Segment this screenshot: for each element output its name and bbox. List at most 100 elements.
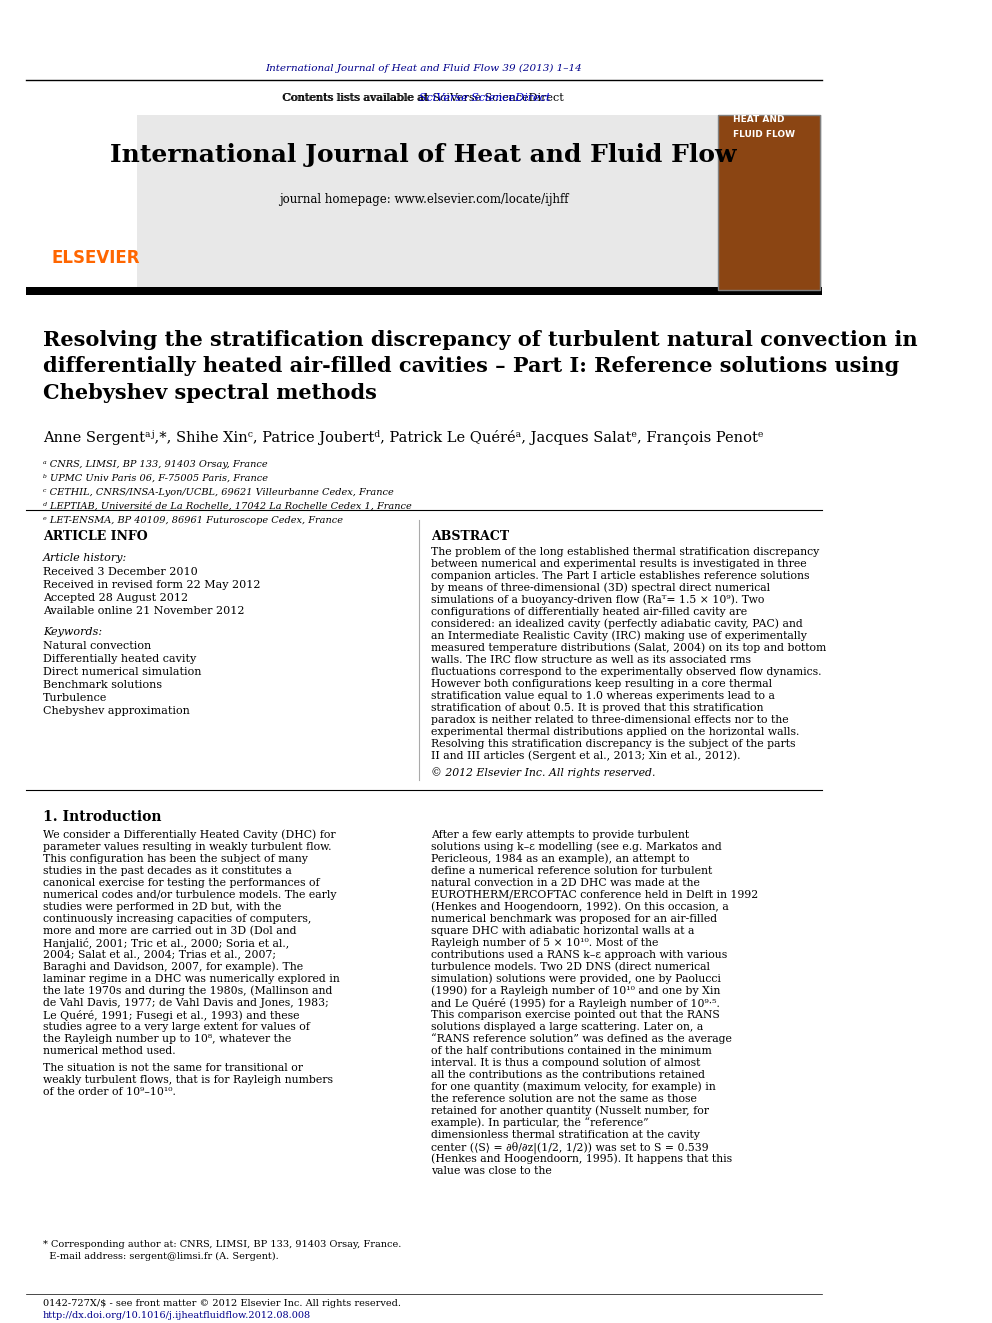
Text: companion articles. The Part I article establishes reference solutions: companion articles. The Part I article e… (432, 570, 809, 581)
Text: studies agree to a very large extent for values of: studies agree to a very large extent for… (43, 1021, 310, 1032)
Text: by means of three-dimensional (3D) spectral direct numerical: by means of three-dimensional (3D) spect… (432, 582, 771, 593)
Text: Available online 21 November 2012: Available online 21 November 2012 (43, 606, 244, 615)
Text: paradox is neither related to three-dimensional effects nor to the: paradox is neither related to three-dime… (432, 714, 789, 725)
Text: EUROTHERM/ERCOFTAC conference held in Delft in 1992: EUROTHERM/ERCOFTAC conference held in De… (432, 889, 759, 900)
Text: the late 1970s and during the 1980s, (Mallinson and: the late 1970s and during the 1980s, (Ma… (43, 986, 332, 996)
Text: Chebyshev approximation: Chebyshev approximation (43, 705, 189, 716)
Text: Baraghi and Davidson, 2007, for example). The: Baraghi and Davidson, 2007, for example)… (43, 962, 303, 972)
Text: stratification of about 0.5. It is proved that this stratification: stratification of about 0.5. It is prove… (432, 703, 764, 713)
Text: all the contributions as the contributions retained: all the contributions as the contributio… (432, 1069, 705, 1080)
Text: Contents lists available at: Contents lists available at (282, 93, 432, 103)
Text: square DHC with adiabatic horizontal walls at a: square DHC with adiabatic horizontal wal… (432, 926, 694, 935)
Text: This comparison exercise pointed out that the RANS: This comparison exercise pointed out tha… (432, 1009, 720, 1020)
Text: solutions displayed a large scattering. Later on, a: solutions displayed a large scattering. … (432, 1021, 703, 1032)
Text: (Henkes and Hoogendoorn, 1992). On this occasion, a: (Henkes and Hoogendoorn, 1992). On this … (432, 902, 729, 912)
Text: measured temperature distributions (Salat, 2004) on its top and bottom: measured temperature distributions (Sala… (432, 643, 826, 654)
FancyBboxPatch shape (26, 115, 137, 290)
Text: for one quantity (maximum velocity, for example) in: for one quantity (maximum velocity, for … (432, 1082, 716, 1091)
Text: canonical exercise for testing the performances of: canonical exercise for testing the perfo… (43, 877, 319, 888)
Text: parameter values resulting in weakly turbulent flow.: parameter values resulting in weakly tur… (43, 841, 331, 852)
Text: Natural convection: Natural convection (43, 640, 151, 651)
Text: simulations of a buoyancy-driven flow (Raᵀ= 1.5 × 10⁹). Two: simulations of a buoyancy-driven flow (R… (432, 595, 765, 606)
Text: Benchmark solutions: Benchmark solutions (43, 680, 162, 689)
Text: Anne Sergentᵃʲ,*, Shihe Xinᶜ, Patrice Joubertᵈ, Patrick Le Quéréᵃ, Jacques Salat: Anne Sergentᵃʲ,*, Shihe Xinᶜ, Patrice Jo… (43, 430, 763, 445)
Text: International Journal of Heat and Fluid Flow: International Journal of Heat and Fluid … (110, 143, 737, 167)
Text: Resolving the stratification discrepancy of turbulent natural convection in
diff: Resolving the stratification discrepancy… (43, 329, 918, 402)
Text: fluctuations correspond to the experimentally observed flow dynamics.: fluctuations correspond to the experimen… (432, 667, 822, 677)
Text: between numerical and experimental results is investigated in three: between numerical and experimental resul… (432, 558, 807, 569)
Text: of the half contributions contained in the minimum: of the half contributions contained in t… (432, 1045, 712, 1056)
Text: 1. Introduction: 1. Introduction (43, 810, 162, 824)
Text: and Le Quéré (1995) for a Rayleigh number of 10⁹·⁵.: and Le Quéré (1995) for a Rayleigh numbe… (432, 998, 720, 1008)
Text: value was close to the: value was close to the (432, 1166, 553, 1176)
Text: Resolving this stratification discrepancy is the subject of the parts: Resolving this stratification discrepanc… (432, 738, 796, 749)
Text: contributions used a RANS k–ε approach with various: contributions used a RANS k–ε approach w… (432, 950, 728, 959)
Text: of the order of 10⁹–10¹⁰.: of the order of 10⁹–10¹⁰. (43, 1086, 176, 1097)
Text: continuously increasing capacities of computers,: continuously increasing capacities of co… (43, 914, 311, 923)
Text: studies in the past decades as it constitutes a: studies in the past decades as it consti… (43, 865, 292, 876)
Text: Accepted 28 August 2012: Accepted 28 August 2012 (43, 593, 187, 603)
Text: stratification value equal to 1.0 whereas experiments lead to a: stratification value equal to 1.0 wherea… (432, 691, 776, 701)
Text: Direct numerical simulation: Direct numerical simulation (43, 667, 201, 677)
Text: ELSEVIER: ELSEVIER (52, 249, 140, 267)
Text: Keywords:: Keywords: (43, 627, 102, 636)
Text: Differentially heated cavity: Differentially heated cavity (43, 654, 196, 664)
Text: the reference solution are not the same as those: the reference solution are not the same … (432, 1094, 697, 1103)
FancyBboxPatch shape (717, 115, 820, 290)
Text: journal homepage: www.elsevier.com/locate/ijhff: journal homepage: www.elsevier.com/locat… (279, 193, 568, 206)
FancyBboxPatch shape (26, 115, 821, 290)
Text: the Rayleigh number up to 10⁸, whatever the: the Rayleigh number up to 10⁸, whatever … (43, 1033, 291, 1044)
Text: HEAT AND: HEAT AND (733, 115, 785, 124)
Text: SciVerse ScienceDirect: SciVerse ScienceDirect (419, 93, 550, 103)
Text: considered: an idealized cavity (perfectly adiabatic cavity, PAC) and: considered: an idealized cavity (perfect… (432, 619, 804, 630)
Text: solutions using k–ε modelling (see e.g. Markatos and: solutions using k–ε modelling (see e.g. … (432, 841, 722, 852)
Text: Received 3 December 2010: Received 3 December 2010 (43, 566, 197, 577)
Text: International Journal of Heat and Fluid Flow 39 (2013) 1–14: International Journal of Heat and Fluid … (265, 64, 582, 73)
Text: weakly turbulent flows, that is for Rayleigh numbers: weakly turbulent flows, that is for Rayl… (43, 1074, 332, 1085)
Text: dimensionless thermal stratification at the cavity: dimensionless thermal stratification at … (432, 1130, 700, 1139)
Text: We consider a Differentially Heated Cavity (DHC) for: We consider a Differentially Heated Cavi… (43, 830, 335, 840)
Text: * Corresponding author at: CNRS, LIMSI, BP 133, 91403 Orsay, France.
  E-mail ad: * Corresponding author at: CNRS, LIMSI, … (43, 1240, 401, 1261)
Text: center (⟨S⟩ = ∂θ/∂z|(1/2, 1/2)) was set to S = 0.539: center (⟨S⟩ = ∂θ/∂z|(1/2, 1/2)) was set … (432, 1142, 709, 1154)
Text: II and III articles (Sergent et al., 2013; Xin et al., 2012).: II and III articles (Sergent et al., 201… (432, 750, 741, 761)
Text: Turbulence: Turbulence (43, 693, 107, 703)
Text: interval. It is thus a compound solution of almost: interval. It is thus a compound solution… (432, 1057, 700, 1068)
Text: Pericleous, 1984 as an example), an attempt to: Pericleous, 1984 as an example), an atte… (432, 853, 689, 864)
Text: turbulence models. Two 2D DNS (direct numerical: turbulence models. Two 2D DNS (direct nu… (432, 962, 710, 972)
Text: Rayleigh number of 5 × 10¹⁰. Most of the: Rayleigh number of 5 × 10¹⁰. Most of the (432, 938, 659, 947)
Text: Article history:: Article history: (43, 553, 127, 562)
Text: retained for another quantity (Nusselt number, for: retained for another quantity (Nusselt n… (432, 1106, 709, 1117)
FancyBboxPatch shape (26, 287, 821, 295)
Text: Contents lists available at SciVerse ScienceDirect: Contents lists available at SciVerse Sci… (284, 93, 564, 103)
Text: After a few early attempts to provide turbulent: After a few early attempts to provide tu… (432, 830, 689, 840)
Text: ABSTRACT: ABSTRACT (432, 529, 510, 542)
Text: ᵇ UPMC Univ Paris 06, F-75005 Paris, France: ᵇ UPMC Univ Paris 06, F-75005 Paris, Fra… (43, 474, 268, 483)
Text: © 2012 Elsevier Inc. All rights reserved.: © 2012 Elsevier Inc. All rights reserved… (432, 767, 656, 778)
Text: ARTICLE INFO: ARTICLE INFO (43, 529, 148, 542)
Text: configurations of differentially heated air-filled cavity are: configurations of differentially heated … (432, 607, 748, 617)
Text: The situation is not the same for transitional or: The situation is not the same for transi… (43, 1062, 303, 1073)
Text: ᵃ CNRS, LIMSI, BP 133, 91403 Orsay, France: ᵃ CNRS, LIMSI, BP 133, 91403 Orsay, Fran… (43, 460, 267, 468)
Text: ᶜ CETHIL, CNRS/INSA-Lyon/UCBL, 69621 Villeurbanne Cedex, France: ᶜ CETHIL, CNRS/INSA-Lyon/UCBL, 69621 Vil… (43, 488, 394, 497)
Text: http://dx.doi.org/10.1016/j.ijheatfluidflow.2012.08.008: http://dx.doi.org/10.1016/j.ijheatfluidf… (43, 1311, 310, 1320)
Text: example). In particular, the “reference”: example). In particular, the “reference” (432, 1118, 649, 1129)
Text: experimental thermal distributions applied on the horizontal walls.: experimental thermal distributions appli… (432, 726, 800, 737)
Text: Hanjalić, 2001; Tric et al., 2000; Soria et al.,: Hanjalić, 2001; Tric et al., 2000; Soria… (43, 938, 289, 949)
Text: numerical benchmark was proposed for an air-filled: numerical benchmark was proposed for an … (432, 914, 717, 923)
Text: (Henkes and Hoogendoorn, 1995). It happens that this: (Henkes and Hoogendoorn, 1995). It happe… (432, 1154, 732, 1164)
Text: FLUID FLOW: FLUID FLOW (733, 131, 795, 139)
Text: define a numerical reference solution for turbulent: define a numerical reference solution fo… (432, 865, 712, 876)
Text: However both configurations keep resulting in a core thermal: However both configurations keep resulti… (432, 679, 773, 689)
Text: more and more are carried out in 3D (Dol and: more and more are carried out in 3D (Dol… (43, 926, 297, 935)
Text: “RANS reference solution” was defined as the average: “RANS reference solution” was defined as… (432, 1033, 732, 1044)
Text: studies were performed in 2D but, with the: studies were performed in 2D but, with t… (43, 902, 281, 912)
Text: simulation) solutions were provided, one by Paolucci: simulation) solutions were provided, one… (432, 974, 721, 984)
Text: The problem of the long established thermal stratification discrepancy: The problem of the long established ther… (432, 546, 819, 557)
Text: an Intermediate Realistic Cavity (IRC) making use of experimentally: an Intermediate Realistic Cavity (IRC) m… (432, 631, 807, 642)
Text: walls. The IRC flow structure as well as its associated rms: walls. The IRC flow structure as well as… (432, 655, 751, 664)
Text: ᵉ LET-ENSMA, BP 40109, 86961 Futuroscope Cedex, France: ᵉ LET-ENSMA, BP 40109, 86961 Futuroscope… (43, 516, 342, 525)
Text: de Vahl Davis, 1977; de Vahl Davis and Jones, 1983;: de Vahl Davis, 1977; de Vahl Davis and J… (43, 998, 328, 1008)
Text: laminar regime in a DHC was numerically explored in: laminar regime in a DHC was numerically … (43, 974, 339, 983)
Text: (1990) for a Rayleigh number of 10¹⁰ and one by Xin: (1990) for a Rayleigh number of 10¹⁰ and… (432, 986, 721, 996)
Text: Received in revised form 22 May 2012: Received in revised form 22 May 2012 (43, 579, 260, 590)
